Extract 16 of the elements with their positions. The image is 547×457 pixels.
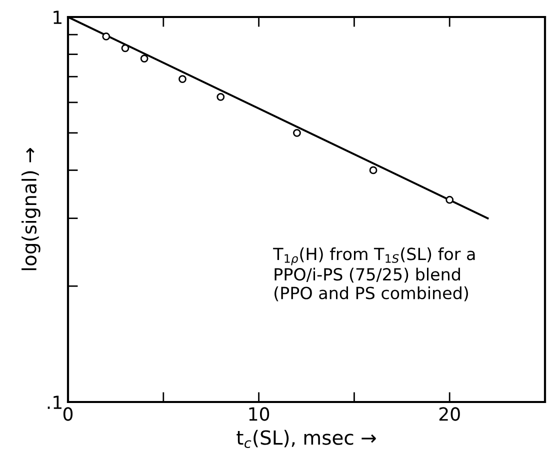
- annotation: T$_{1ρ}$(H) from T$_{1S}$(SL) for a PPO/i-PS (75/25) blend (PPO and PS combined): [273, 247, 475, 302]
- point: [102, 32, 110, 40]
- x-tick-label: 0: [63, 407, 73, 421]
- y-axis-title: log(signal) →: [22, 148, 40, 270]
- point: [446, 196, 454, 204]
- point: [293, 128, 301, 137]
- point: [178, 75, 186, 83]
- point: [216, 92, 225, 101]
- point: [369, 166, 378, 174]
- x-tick-label: 20: [439, 407, 460, 421]
- y-tick-label: 1: [54, 10, 62, 24]
- x-axis-title: t$_{c}$(SL), msec →: [236, 430, 376, 448]
- y-tick-label: .1: [48, 396, 62, 409]
- point: [140, 54, 148, 62]
- x-tick-label: 10: [249, 407, 270, 421]
- point: [121, 44, 130, 52]
